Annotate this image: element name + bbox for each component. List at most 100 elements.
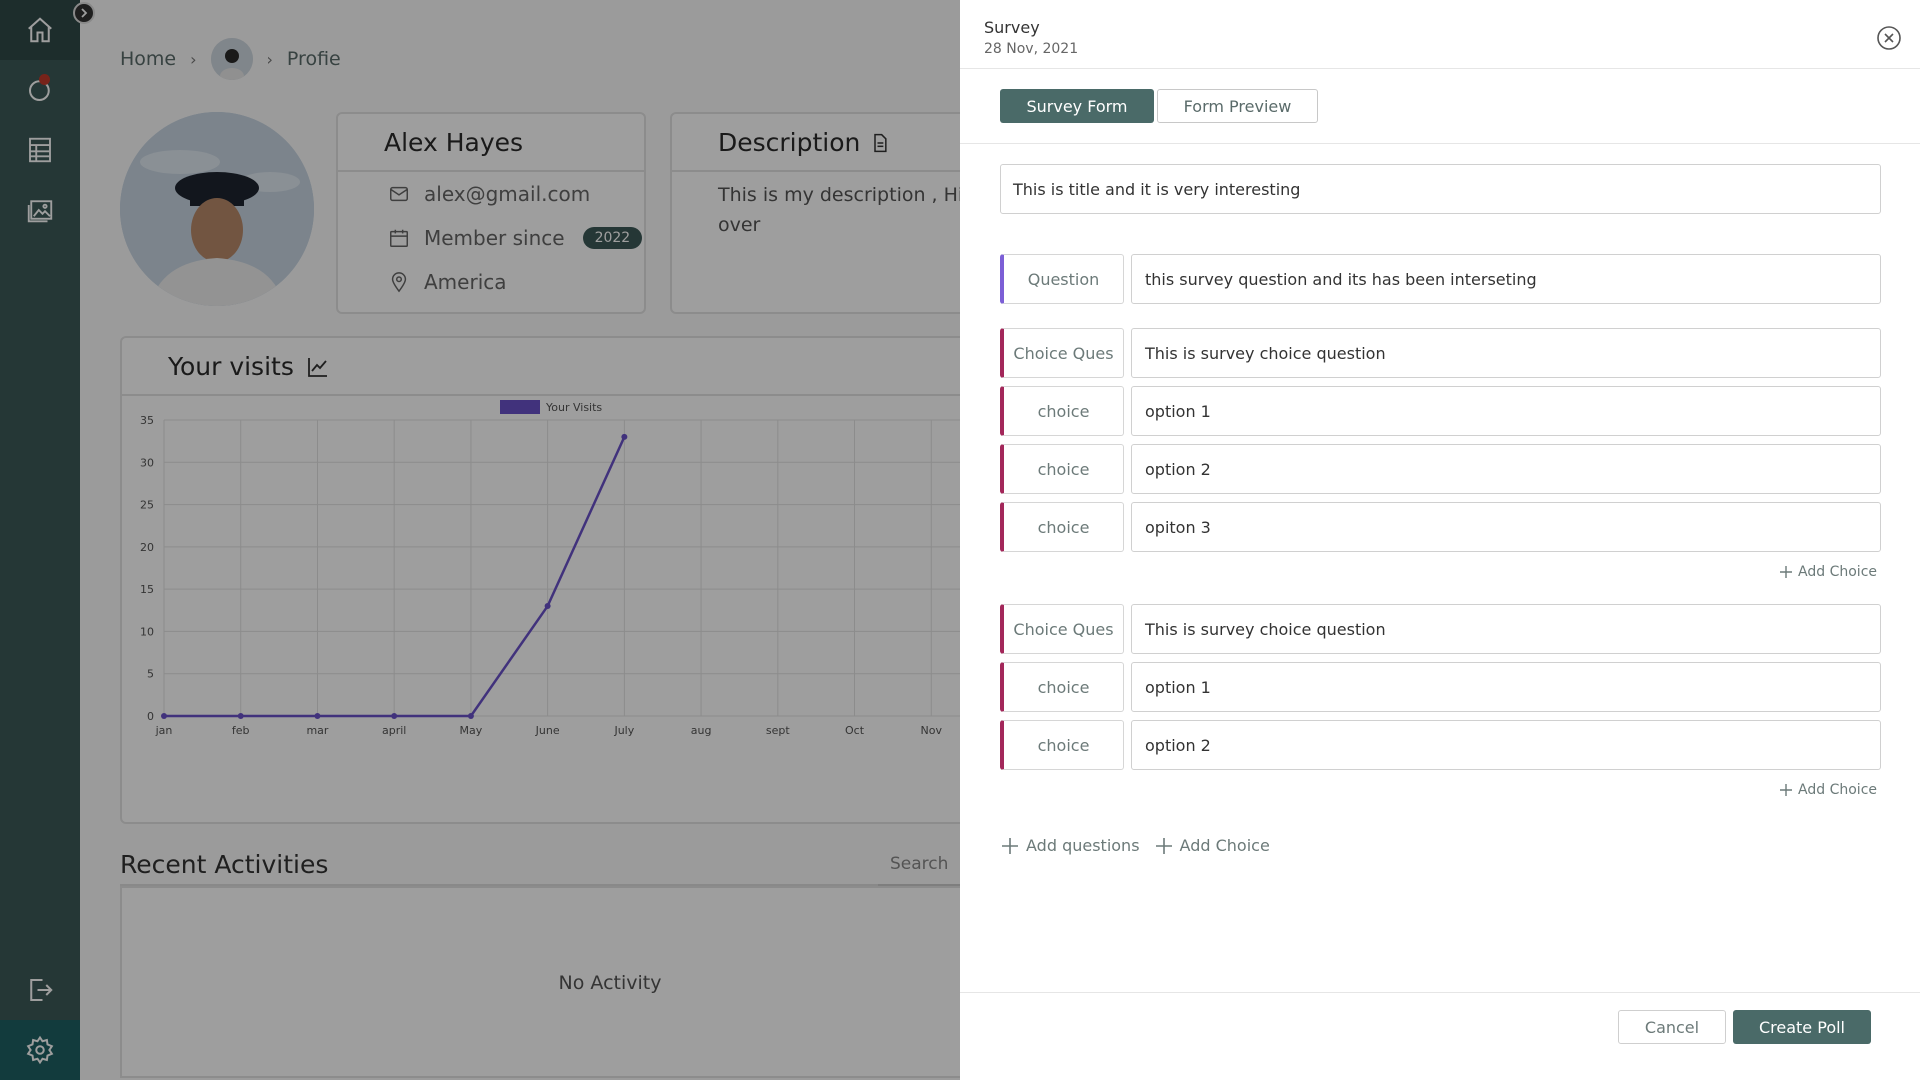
choice-input[interactable]: option 1	[1131, 662, 1881, 712]
description-title-text: Description	[718, 128, 861, 157]
plus-icon	[1155, 837, 1172, 854]
choice-label: choice	[1000, 444, 1124, 494]
divider	[338, 170, 644, 172]
profile-location: America	[424, 270, 507, 294]
choice-input[interactable]: option 2	[1131, 444, 1881, 494]
x-tick-label: July	[613, 724, 634, 737]
visits-title-text: Your visits	[168, 352, 294, 381]
x-tick-label: Nov	[921, 724, 943, 737]
choice-label: choice	[1000, 386, 1124, 436]
choice-question-input[interactable]: This is survey choice question	[1131, 604, 1881, 654]
question-input[interactable]: this survey question and its has been in…	[1131, 254, 1881, 304]
y-tick-label: 20	[140, 541, 154, 554]
x-tick-label: May	[460, 724, 483, 737]
add-choice-link[interactable]: Add Choice	[1780, 782, 1877, 798]
add-questions-label: Add questions	[1026, 836, 1140, 855]
location-row: America	[388, 270, 507, 294]
choice-input[interactable]: option 2	[1131, 720, 1881, 770]
choice-input[interactable]: opiton 3	[1131, 502, 1881, 552]
x-tick-label: april	[382, 724, 406, 737]
location-pin-icon	[391, 272, 407, 293]
notification-nav-button[interactable]	[0, 60, 80, 120]
tab-form-preview[interactable]: Form Preview	[1157, 89, 1318, 123]
choice-question-label: Choice Ques	[1000, 328, 1124, 378]
document-icon	[874, 133, 887, 152]
divider	[960, 992, 1920, 993]
create-poll-button[interactable]: Create Poll	[1733, 1010, 1871, 1044]
add-choice-button[interactable]: Add Choice	[1155, 836, 1270, 855]
home-icon	[28, 17, 52, 43]
divider	[120, 884, 1100, 886]
x-tick-label: mar	[306, 724, 328, 737]
gallery-icon	[27, 200, 53, 223]
gallery-nav-button[interactable]	[0, 180, 80, 240]
choice-question-input[interactable]: This is survey choice question	[1131, 328, 1881, 378]
data-point	[621, 433, 628, 440]
add-questions-button[interactable]: Add questions	[1002, 836, 1140, 855]
x-tick-label: aug	[691, 724, 712, 737]
profile-name: Alex Hayes	[384, 128, 524, 157]
chevron-right-icon	[81, 8, 88, 18]
breadcrumb-home[interactable]: Home	[120, 48, 177, 70]
divider	[960, 143, 1920, 144]
divider	[122, 394, 1098, 396]
add-choice-link[interactable]: Add Choice	[1780, 564, 1877, 580]
data-point	[161, 713, 167, 719]
data-point	[544, 603, 551, 610]
close-icon[interactable]	[1876, 25, 1902, 51]
x-tick-label: jan	[155, 724, 173, 737]
x-tick-label: Oct	[845, 724, 865, 737]
table-nav-button[interactable]	[0, 120, 80, 180]
y-tick-label: 5	[147, 668, 154, 681]
add-choice-label: Add Choice	[1179, 836, 1270, 855]
data-point	[467, 713, 474, 719]
legend-swatch	[500, 400, 540, 414]
divider	[960, 68, 1920, 69]
home-nav-button[interactable]	[0, 0, 80, 60]
drawer-date: 28 Nov, 2021	[984, 41, 1079, 57]
logout-nav-button[interactable]	[0, 960, 80, 1020]
visits-card: Your visits 0 5 10 15 20 25 30 35 jan feb mar april…	[120, 336, 1100, 824]
y-tick-label: 25	[140, 499, 154, 512]
sidebar-toggle-button[interactable]	[73, 2, 95, 24]
x-tick-label: June	[535, 724, 560, 737]
plus-icon	[1002, 837, 1018, 854]
mail-icon	[390, 186, 408, 202]
profile-card: Alex Hayes alex@gmail.com Member since 2…	[336, 112, 646, 314]
data-point	[391, 713, 398, 719]
y-tick-label: 0	[147, 710, 154, 723]
choice-label: choice	[1000, 662, 1124, 712]
settings-nav-button[interactable]	[0, 1020, 80, 1080]
data-point	[314, 713, 321, 719]
profile-email: alex@gmail.com	[424, 182, 591, 206]
description-title: Description	[718, 128, 890, 157]
survey-drawer: Survey 28 Nov, 2021 Survey Form Form Pre…	[960, 0, 1920, 1080]
legend-label: Your Visits	[545, 401, 602, 414]
logout-icon	[30, 979, 53, 1001]
drawer-title: Survey	[984, 18, 1040, 37]
add-choice-label: Add Choice	[1798, 782, 1877, 798]
breadcrumb-current: Profie	[286, 48, 341, 70]
x-tick-label: sept	[766, 724, 790, 737]
cancel-button[interactable]: Cancel	[1618, 1010, 1726, 1044]
avatar[interactable]	[210, 38, 253, 80]
calendar-icon	[390, 229, 408, 247]
visits-chart: 0 5 10 15 20 25 30 35 jan feb mar april May June July a…	[140, 400, 1019, 737]
survey-title-input[interactable]: This is title and it is very interesting	[1000, 164, 1881, 214]
member-label: Member since	[424, 226, 565, 250]
x-tick-label: feb	[232, 724, 250, 737]
chevron-right-icon: ›	[266, 49, 273, 69]
email-row: alex@gmail.com	[388, 182, 590, 206]
breadcrumb: Home › › Profie	[120, 38, 341, 80]
choice-question-label: Choice Ques	[1000, 604, 1124, 654]
modal-backdrop[interactable]	[0, 0, 960, 1080]
empty-state-text: No Activity	[558, 972, 662, 994]
choice-label: choice	[1000, 502, 1124, 552]
tab-survey-form[interactable]: Survey Form	[1000, 89, 1154, 123]
notification-badge	[39, 74, 50, 85]
add-actions: Add questions Add Choice	[1002, 836, 1270, 855]
profile-avatar	[120, 112, 314, 306]
y-tick-label: 30	[140, 456, 154, 469]
choice-input[interactable]: option 1	[1131, 386, 1881, 436]
chevron-right-icon: ›	[190, 49, 197, 69]
